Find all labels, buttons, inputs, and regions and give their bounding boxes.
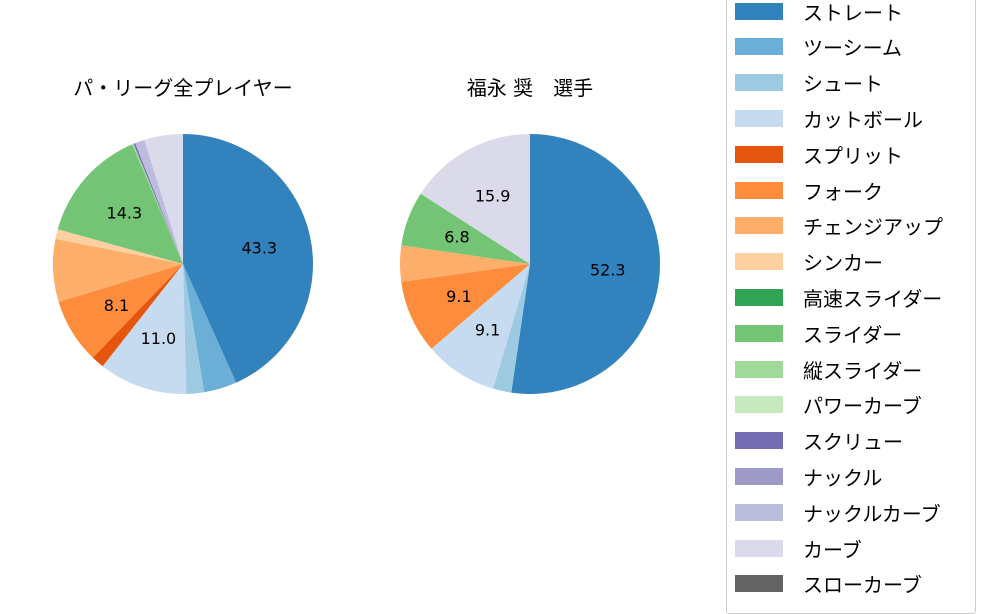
- legend-label: 縦スライダー: [803, 358, 923, 383]
- legend-swatch: [735, 432, 783, 450]
- pie-slice-チェンジアップ: [52, 238, 183, 302]
- pie-slice-スプリット: [92, 264, 183, 367]
- pie-slice-カーブ: [144, 134, 183, 264]
- legend-item: ナックルカーブ: [735, 500, 941, 526]
- legend-swatch: [735, 217, 783, 235]
- legend-item: スクリュー: [735, 429, 903, 455]
- legend-label: ナックルカーブ: [803, 501, 941, 526]
- legend-label: 高速スライダー: [803, 286, 943, 311]
- slice-value-label: 9.1: [475, 320, 500, 339]
- legend-item: シュート: [735, 71, 883, 97]
- legend-label: フォーク: [803, 179, 883, 204]
- pie-chart-league: 43.3 11.0 8.1 14.3: [52, 134, 313, 394]
- legend-swatch: [735, 396, 783, 414]
- legend-label: シンカー: [803, 251, 883, 276]
- legend-label: スクリュー: [803, 430, 903, 455]
- slice-value-label: 14.3: [107, 204, 143, 223]
- pie-slice-カットボール: [102, 264, 187, 394]
- pie-slice-シンカー: [55, 229, 183, 264]
- legend-item: フォーク: [735, 178, 883, 204]
- legend-item: ストレート: [735, 0, 903, 25]
- legend-label: チェンジアップ: [803, 215, 943, 240]
- pie-slice-チェンジアップ: [400, 245, 530, 282]
- legend-swatch: [735, 324, 783, 342]
- pie-slice-ストレート: [183, 134, 313, 383]
- legend-swatch: [735, 2, 783, 20]
- legend-item: チェンジアップ: [735, 214, 943, 240]
- legend-swatch: [735, 253, 783, 271]
- pie-slice-ナックルカーブ: [135, 139, 183, 264]
- legend-label: カットボール: [803, 107, 923, 132]
- legend-swatch: [735, 539, 783, 557]
- slice-value-label: 11.0: [141, 329, 177, 348]
- pie-slice-ツーシーム: [183, 264, 237, 393]
- legend-label: ナックル: [803, 465, 883, 490]
- legend-item: 高速スライダー: [735, 285, 943, 311]
- legend-item: カットボール: [735, 106, 923, 132]
- pie-slice-カットボール: [431, 264, 530, 389]
- legend-item: スローカーブ: [735, 572, 922, 598]
- legend-label: シュート: [803, 72, 883, 97]
- legend-label: スプリット: [803, 143, 903, 168]
- legend-swatch: [735, 38, 783, 56]
- legend-item: パワーカーブ: [735, 393, 922, 419]
- slice-value-label: 6.8: [444, 228, 469, 247]
- legend-item: 縦スライダー: [735, 357, 923, 383]
- legend-swatch: [735, 503, 783, 521]
- legend-item: ナックル: [735, 464, 883, 490]
- legend-swatch: [735, 360, 783, 378]
- legend-swatch: [735, 467, 783, 485]
- legend-item: スライダー: [735, 321, 903, 347]
- slice-value-label: 15.9: [475, 187, 511, 206]
- chart-title-right: 福永 奨 選手: [466, 76, 594, 100]
- chart-title-left: パ・リーグ全プレイヤー: [73, 76, 293, 100]
- pie-chart-player: 52.3 9.19.1 6.8 15.9: [400, 134, 660, 394]
- slice-value-label: 8.1: [104, 296, 129, 315]
- legend-label: ツーシーム: [803, 36, 902, 61]
- legend-swatch: [735, 109, 783, 127]
- pie-slice-ストレート: [511, 134, 660, 394]
- legend-label: スローカーブ: [803, 573, 922, 598]
- pie-slice-スライダー: [401, 193, 530, 264]
- legend-swatch: [735, 288, 783, 306]
- pie-slice-縦スライダー: [132, 143, 183, 264]
- slice-value-label: 52.3: [590, 261, 626, 280]
- pie-slice-フォーク: [58, 264, 183, 358]
- pie-slice-シュート: [183, 264, 205, 394]
- legend-label: スライダー: [803, 322, 903, 347]
- legend-swatch: [735, 181, 783, 199]
- pie-slice-スライダー: [57, 144, 183, 264]
- slice-value-label: 43.3: [241, 239, 277, 258]
- legend-label: カーブ: [803, 537, 862, 562]
- legend: ストレートツーシームシュートカットボール スプリットフォークチェンジアップ シンカー…: [726, 0, 976, 614]
- legend-item: スプリット: [735, 142, 903, 168]
- pie-slice-スクリュー: [133, 143, 183, 264]
- legend-item: シンカー: [735, 250, 883, 276]
- pie-charts: 43.3 11.0 8.1 14.3 52.3 9.19.1 6.8 15.9: [52, 134, 660, 394]
- pie-slice-フォーク: [401, 264, 530, 349]
- legend-swatch: [735, 575, 783, 593]
- legend-item: カーブ: [735, 536, 862, 562]
- legend-label: ストレート: [803, 0, 903, 25]
- legend-swatch: [735, 74, 783, 92]
- pie-slice-カーブ: [420, 134, 530, 264]
- legend-label: パワーカーブ: [803, 394, 922, 419]
- slice-value-label: 9.1: [446, 287, 471, 306]
- legend-swatch: [735, 145, 783, 163]
- legend-item: ツーシーム: [735, 35, 902, 61]
- pie-slice-シュート: [492, 264, 530, 393]
